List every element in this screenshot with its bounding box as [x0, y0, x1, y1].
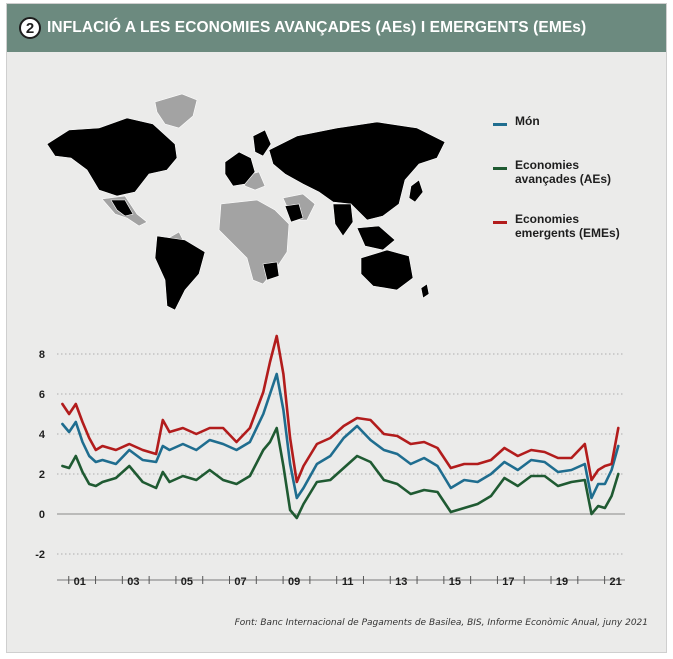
- south-america-emes: [154, 235, 206, 311]
- mexico-emes: [110, 199, 134, 217]
- x-tick-label: 21: [609, 576, 621, 588]
- y-tick-label: 8: [39, 349, 45, 361]
- western-europe-aes: [224, 151, 256, 187]
- legend-item-aes: Economies avançades (AEs): [493, 158, 635, 186]
- japan-korea-aes: [408, 179, 424, 203]
- inflation-line-chart: -2 0 2 4 6 8 01 03 05 07 09 11 13 15 17 19 21: [35, 334, 625, 588]
- x-tick-label: 13: [395, 576, 407, 588]
- header-bar: 2 INFLACIÓ A LES ECONOMIES AVANÇADES (AE…: [7, 4, 666, 52]
- x-tick-label: 11: [342, 576, 354, 588]
- legend-label-emes: Economies emergents (EMEs): [515, 212, 620, 240]
- x-tick-label: 03: [127, 576, 139, 588]
- y-tick-label: 2: [39, 469, 45, 481]
- infographic-panel: 2 INFLACIÓ A LES ECONOMIES AVANÇADES (AE…: [6, 3, 667, 653]
- y-tick-label: 6: [39, 389, 45, 401]
- x-tick-label: 05: [181, 576, 193, 588]
- world-map: [46, 93, 446, 311]
- new-zealand-aes: [420, 283, 430, 299]
- y-tick-label: -2: [35, 549, 45, 561]
- north-america-aes: [46, 117, 178, 197]
- source-note: Font: Banc Internacional de Pagaments de…: [234, 618, 648, 628]
- legend-item-world: Món: [493, 114, 635, 128]
- y-tick-label: 0: [39, 509, 45, 521]
- legend-label-aes: Economies avançades (AEs): [515, 158, 612, 186]
- chart-title: INFLACIÓ A LES ECONOMIES AVANÇADES (AEs)…: [47, 19, 587, 36]
- x-tick-label: 09: [288, 576, 300, 588]
- south-africa-emes: [262, 261, 280, 281]
- southeast-asia-emes: [356, 225, 396, 251]
- legend-label-world: Món: [515, 114, 540, 128]
- y-tick-label: 4: [39, 429, 46, 441]
- number-badge: 2: [19, 17, 41, 39]
- legend-item-emes: Economies emergents (EMEs): [493, 212, 635, 240]
- saudi-arabia-emes: [284, 203, 304, 223]
- x-tick-label: 07: [234, 576, 246, 588]
- x-tick-label: 15: [449, 576, 461, 588]
- series-line: [61, 426, 620, 520]
- map-emerging-economies: [110, 121, 446, 311]
- australia-aes: [360, 249, 414, 291]
- scandinavia-aes: [252, 129, 272, 157]
- greenland: [154, 93, 198, 129]
- legend-swatch-world: [493, 123, 507, 126]
- x-tick-label: 19: [556, 576, 568, 588]
- india-emes: [332, 203, 354, 237]
- map-advanced-economies: [46, 117, 430, 299]
- x-tick-label: 17: [502, 576, 514, 588]
- series-line: [61, 334, 620, 484]
- legend-swatch-emes: [493, 221, 507, 224]
- russia-asia-emes: [268, 121, 446, 221]
- legend-swatch-aes: [493, 167, 507, 170]
- x-tick-label: 01: [74, 576, 86, 588]
- series-line: [61, 372, 620, 500]
